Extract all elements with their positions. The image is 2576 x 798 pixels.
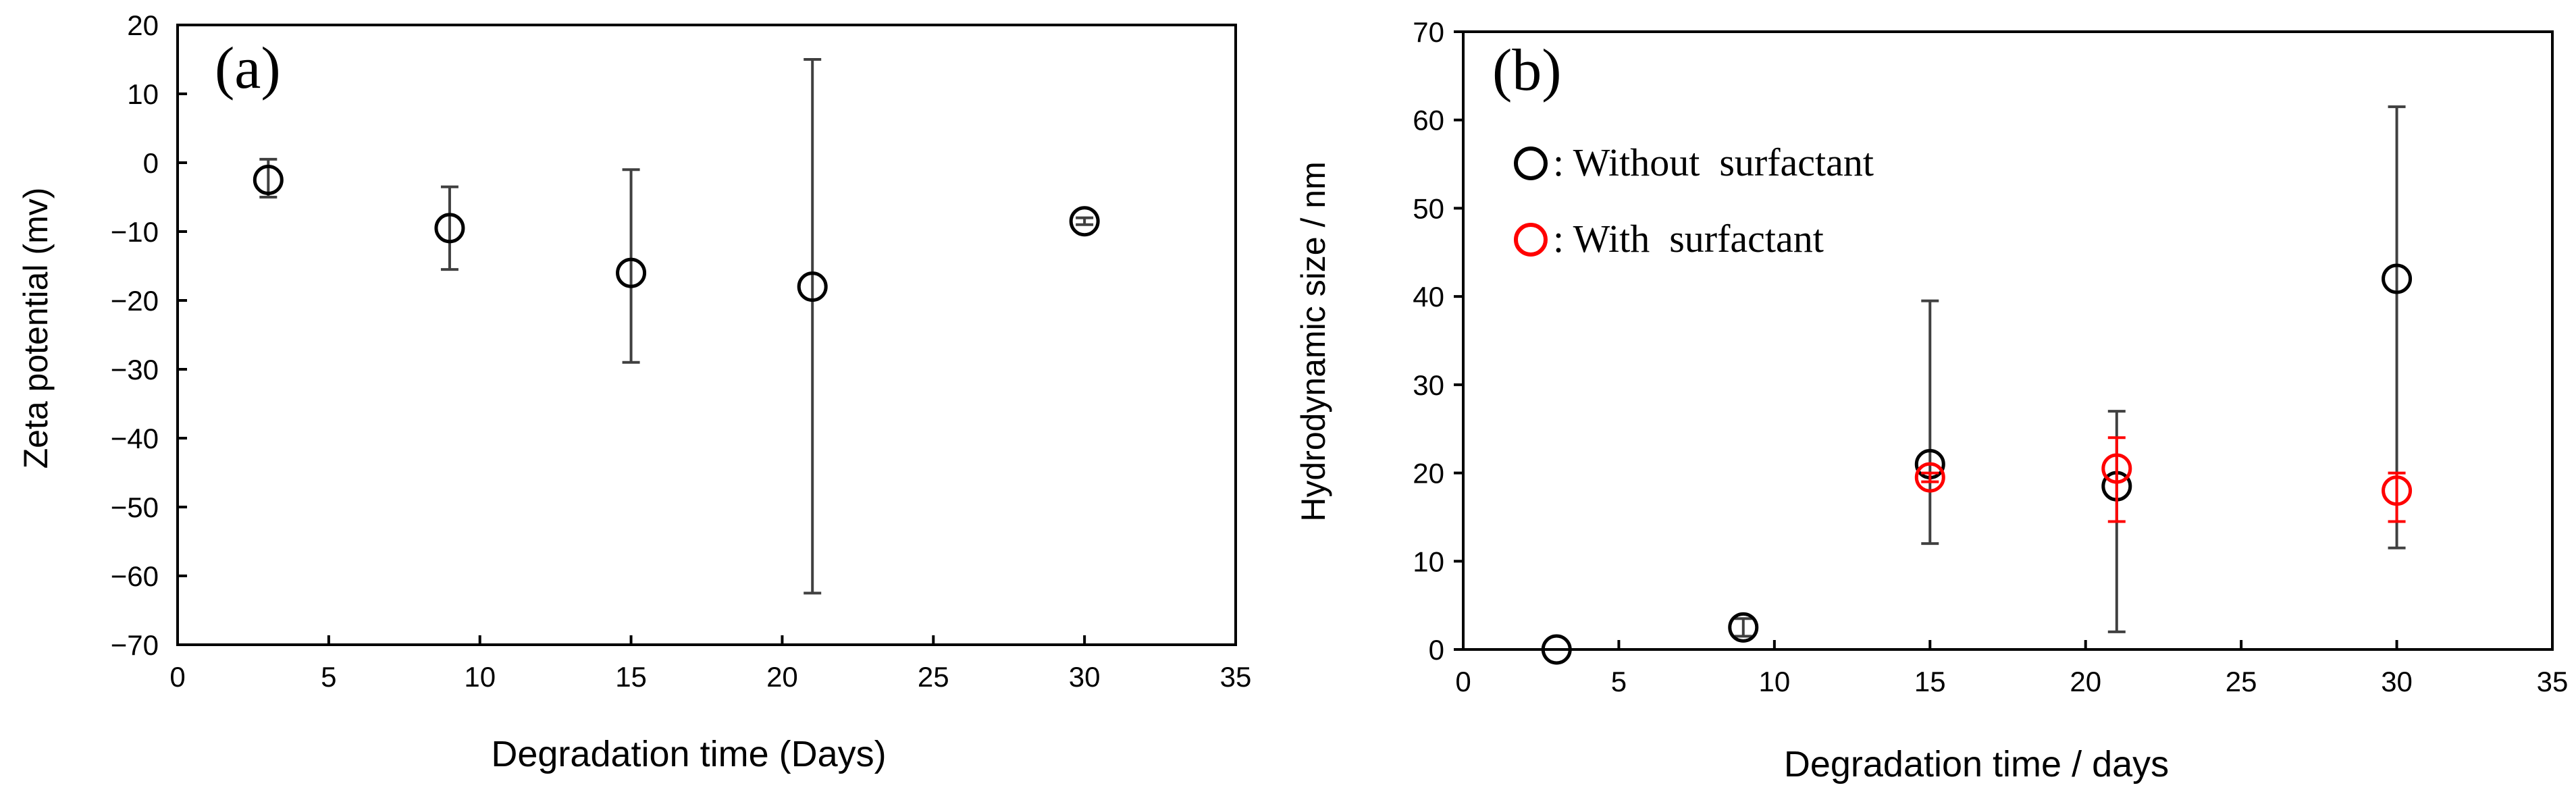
panel-a-x-axis-label: Degradation time (Days) — [491, 734, 886, 774]
data-point — [434, 213, 465, 244]
x-tick-label: 10 — [464, 661, 496, 693]
data-point — [1914, 462, 1945, 493]
data-point — [2382, 263, 2413, 294]
data-point — [616, 257, 647, 288]
panel-b-x-ticks: 0 5 10 15 20 25 30 35 — [1455, 640, 2568, 697]
y-tick-label: 40 — [1413, 281, 1444, 313]
x-tick-label: 5 — [1611, 666, 1627, 697]
x-tick-label: 20 — [2070, 666, 2101, 697]
y-tick-label: 20 — [127, 9, 159, 41]
panel-b-x-axis-label: Degradation time / days — [1784, 744, 2169, 784]
panel-a-plot-frame — [176, 24, 1237, 646]
y-tick-label: 50 — [1413, 192, 1444, 224]
x-tick-label: 25 — [2226, 666, 2257, 697]
legend-marker-with-surfactant — [1514, 223, 1548, 257]
panel-a-y-axis-label: Zeta potential (mv) — [17, 188, 55, 469]
data-point — [1728, 612, 1759, 643]
data-point — [2101, 453, 2132, 484]
x-tick-label: 10 — [1758, 666, 1790, 697]
y-tick-label: 10 — [127, 78, 159, 110]
legend-label-without-surfactant: : Without surfactant — [1553, 140, 1874, 184]
x-tick-label: 35 — [1220, 661, 1252, 693]
panel-a-y-ticks: 20 10 0 −10 −20 −30 −40 −50 −60 −70 — [111, 9, 187, 661]
y-tick-label: −30 — [111, 354, 159, 385]
data-point — [1541, 634, 1572, 665]
y-tick-label: −20 — [111, 285, 159, 317]
x-tick-label: 30 — [2381, 666, 2413, 697]
y-tick-label: −70 — [111, 629, 159, 661]
panel-b-legend: : Without surfactant : With surfactant — [1514, 140, 1874, 261]
panel-b-y-axis-label: Hydrodynamic size / nm — [1294, 161, 1332, 522]
x-tick-label: 20 — [766, 661, 798, 693]
panel-b-plot-frame — [1462, 30, 2554, 651]
x-tick-label: 0 — [1455, 666, 1471, 697]
y-tick-label: −10 — [111, 216, 159, 248]
x-tick-label: 30 — [1069, 661, 1101, 693]
panel-b-hydrodynamic-size-chart: (b) 70 60 50 40 30 20 10 0 0 5 10 15 20 25 30 35 : Wit… — [1294, 16, 2568, 784]
y-tick-label: 0 — [143, 147, 159, 179]
legend-label-with-surfactant: : With surfactant — [1553, 217, 1824, 261]
y-tick-label: 10 — [1413, 546, 1444, 577]
panel-b-y-ticks: 70 60 50 40 30 20 10 0 — [1413, 16, 1463, 666]
panel-a-x-ticks: 0 5 10 15 20 25 30 35 — [169, 635, 1251, 693]
panel-b-data — [1541, 105, 2413, 665]
y-tick-label: −50 — [111, 491, 159, 523]
x-tick-label: 15 — [1914, 666, 1946, 697]
x-tick-label: 35 — [2537, 666, 2569, 697]
y-tick-label: −40 — [111, 423, 159, 454]
y-tick-label: 60 — [1413, 105, 1444, 136]
x-tick-label: 25 — [918, 661, 949, 693]
x-tick-label: 0 — [169, 661, 185, 693]
data-point — [797, 271, 828, 302]
data-point — [1069, 206, 1100, 237]
y-tick-label: −60 — [111, 560, 159, 592]
x-tick-label: 5 — [321, 661, 336, 693]
legend-marker-without-surfactant — [1514, 147, 1548, 180]
data-point — [2382, 475, 2413, 506]
data-point — [253, 165, 284, 195]
panel-a-data — [253, 58, 1100, 595]
panel-a-label: (a) — [215, 36, 281, 101]
panel-b-label: (b) — [1492, 38, 1562, 103]
y-tick-label: 30 — [1413, 369, 1444, 401]
y-tick-label: 0 — [1429, 634, 1444, 666]
y-tick-label: 20 — [1413, 458, 1444, 489]
x-tick-label: 15 — [615, 661, 647, 693]
y-tick-label: 70 — [1413, 16, 1444, 48]
